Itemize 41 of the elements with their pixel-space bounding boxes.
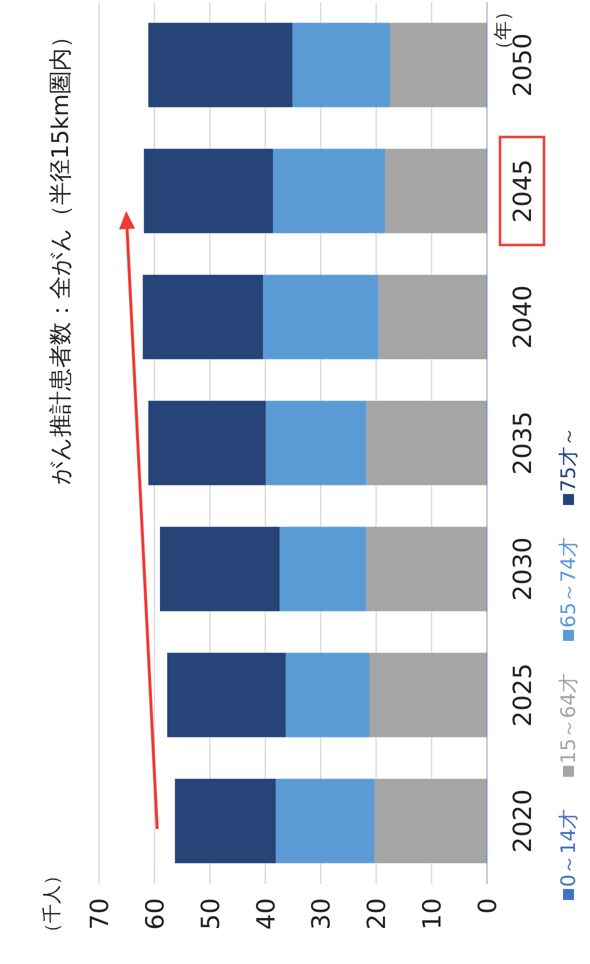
x-tick-label: 20 <box>362 898 392 930</box>
bar <box>369 652 486 738</box>
bar <box>280 526 366 612</box>
y-tick-label: 2030 <box>508 537 537 601</box>
bar <box>148 22 292 108</box>
legend-item: 75才～ <box>556 426 580 505</box>
x-tick-label: 40 <box>251 898 280 930</box>
y-tick-label: 2035 <box>508 411 537 475</box>
x-tick-label: 50 <box>196 898 225 930</box>
bar <box>273 148 386 234</box>
legend-item: 0～14才 <box>556 808 580 900</box>
y-tick-label: 2045 <box>508 159 537 223</box>
bar <box>378 274 486 360</box>
x-tick-label: 70 <box>85 898 114 930</box>
y-tick-label: 2020 <box>508 789 537 853</box>
y-tick-label: 2040 <box>508 285 537 349</box>
bar <box>366 526 486 612</box>
bar <box>142 274 264 360</box>
bar <box>286 652 370 738</box>
bar <box>390 22 486 108</box>
legend-item: 65～74才 <box>556 537 580 641</box>
bar <box>374 778 486 864</box>
y-tick-label: 2025 <box>508 663 537 727</box>
bar <box>144 148 274 234</box>
bar <box>366 400 486 486</box>
bar <box>160 526 280 612</box>
text: がん推計患者数：全がん（半径15km圏内） <box>48 25 74 485</box>
x-tick-label: 10 <box>418 898 447 930</box>
bar <box>174 778 276 864</box>
bar <box>263 274 378 360</box>
bar <box>292 22 390 108</box>
x-tick-label: 0 <box>473 898 502 914</box>
text: （千人） <box>41 866 63 942</box>
bar <box>276 778 374 864</box>
x-tick-label: 60 <box>140 898 170 930</box>
bar <box>266 400 366 486</box>
x-tick-label: 30 <box>306 898 336 930</box>
bar <box>167 652 286 738</box>
legend-item: 15～64才 <box>556 672 580 777</box>
bar <box>385 148 486 234</box>
bar <box>148 400 266 486</box>
